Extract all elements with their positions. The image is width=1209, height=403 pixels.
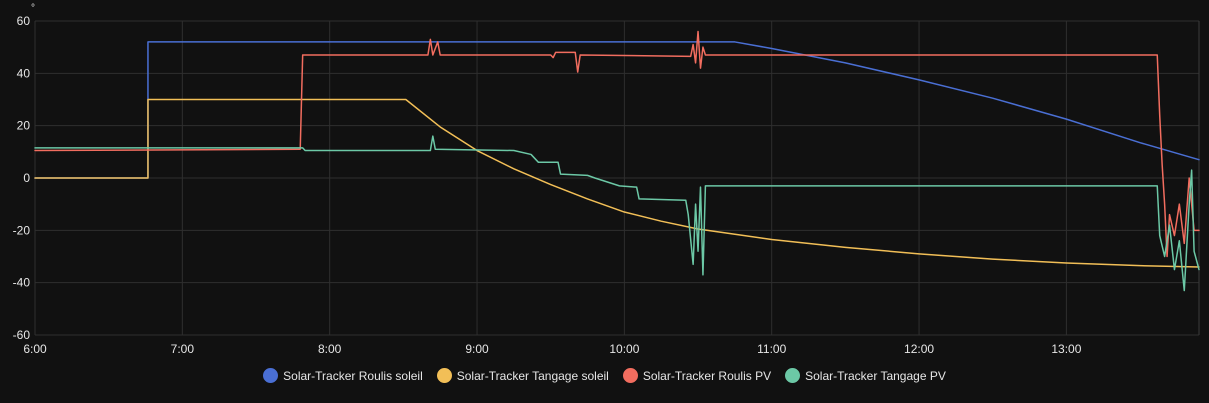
legend-swatch-icon	[622, 368, 638, 383]
y-tick-label: 40	[17, 66, 31, 80]
x-tick-label: 9:00	[465, 342, 489, 356]
legend-item-2[interactable]: Solar-Tracker Tangage soleil	[436, 368, 609, 383]
x-tick-label: 7:00	[171, 342, 195, 356]
chart-plot-area: 60 40 20 0 -20 -40 -606:00 7:00 8:00 9:00 10:00 11:…	[13, 3, 1200, 356]
y-tick-label: -60	[13, 328, 31, 342]
axis-layer: 60 40 20 0 -20 -40 -606:00 7:00 8:00 9:00 10:00 11:…	[13, 3, 1082, 356]
x-tick-label: 12:00	[904, 342, 934, 356]
y-tick-label: 0	[23, 171, 30, 185]
y-tick-label: -20	[13, 223, 31, 237]
grid-layer	[34, 20, 1200, 336]
x-tick-label: 8:00	[318, 342, 342, 356]
series-layer	[34, 30, 1200, 292]
x-tick-label: 13:00	[1051, 342, 1081, 356]
legend-label: Solar-Tracker Roulis soleil	[283, 368, 423, 383]
series-line-2	[34, 98, 1200, 268]
y-tick-label: 60	[17, 14, 31, 28]
legend-item-3[interactable]: Solar-Tracker Roulis PV	[622, 368, 772, 383]
legend-label: Solar-Tracker Roulis PV	[642, 368, 772, 383]
chart-legend: Solar-Tracker Roulis soleil Solar-Tracker…	[0, 368, 1209, 383]
x-tick-label: 6:00	[23, 342, 47, 356]
y-unit-label: °	[31, 3, 35, 14]
series-line-4	[34, 135, 1200, 292]
legend-item-1[interactable]: Solar-Tracker Roulis soleil	[263, 368, 423, 383]
series-line-1	[34, 41, 1200, 179]
y-tick-label: -40	[13, 276, 31, 290]
legend-item-4[interactable]: Solar-Tracker Tangage PV	[785, 368, 946, 383]
legend-label: Solar-Tracker Tangage soleil	[456, 368, 609, 383]
legend-swatch-icon	[785, 368, 801, 383]
legend-label: Solar-Tracker Tangage PV	[805, 368, 946, 383]
legend-swatch-icon	[436, 368, 452, 383]
legend-swatch-icon	[263, 368, 279, 383]
y-tick-label: 20	[17, 119, 31, 133]
series-line-3	[34, 30, 1200, 258]
x-tick-label: 11:00	[757, 342, 786, 356]
x-tick-label: 10:00	[609, 342, 639, 356]
